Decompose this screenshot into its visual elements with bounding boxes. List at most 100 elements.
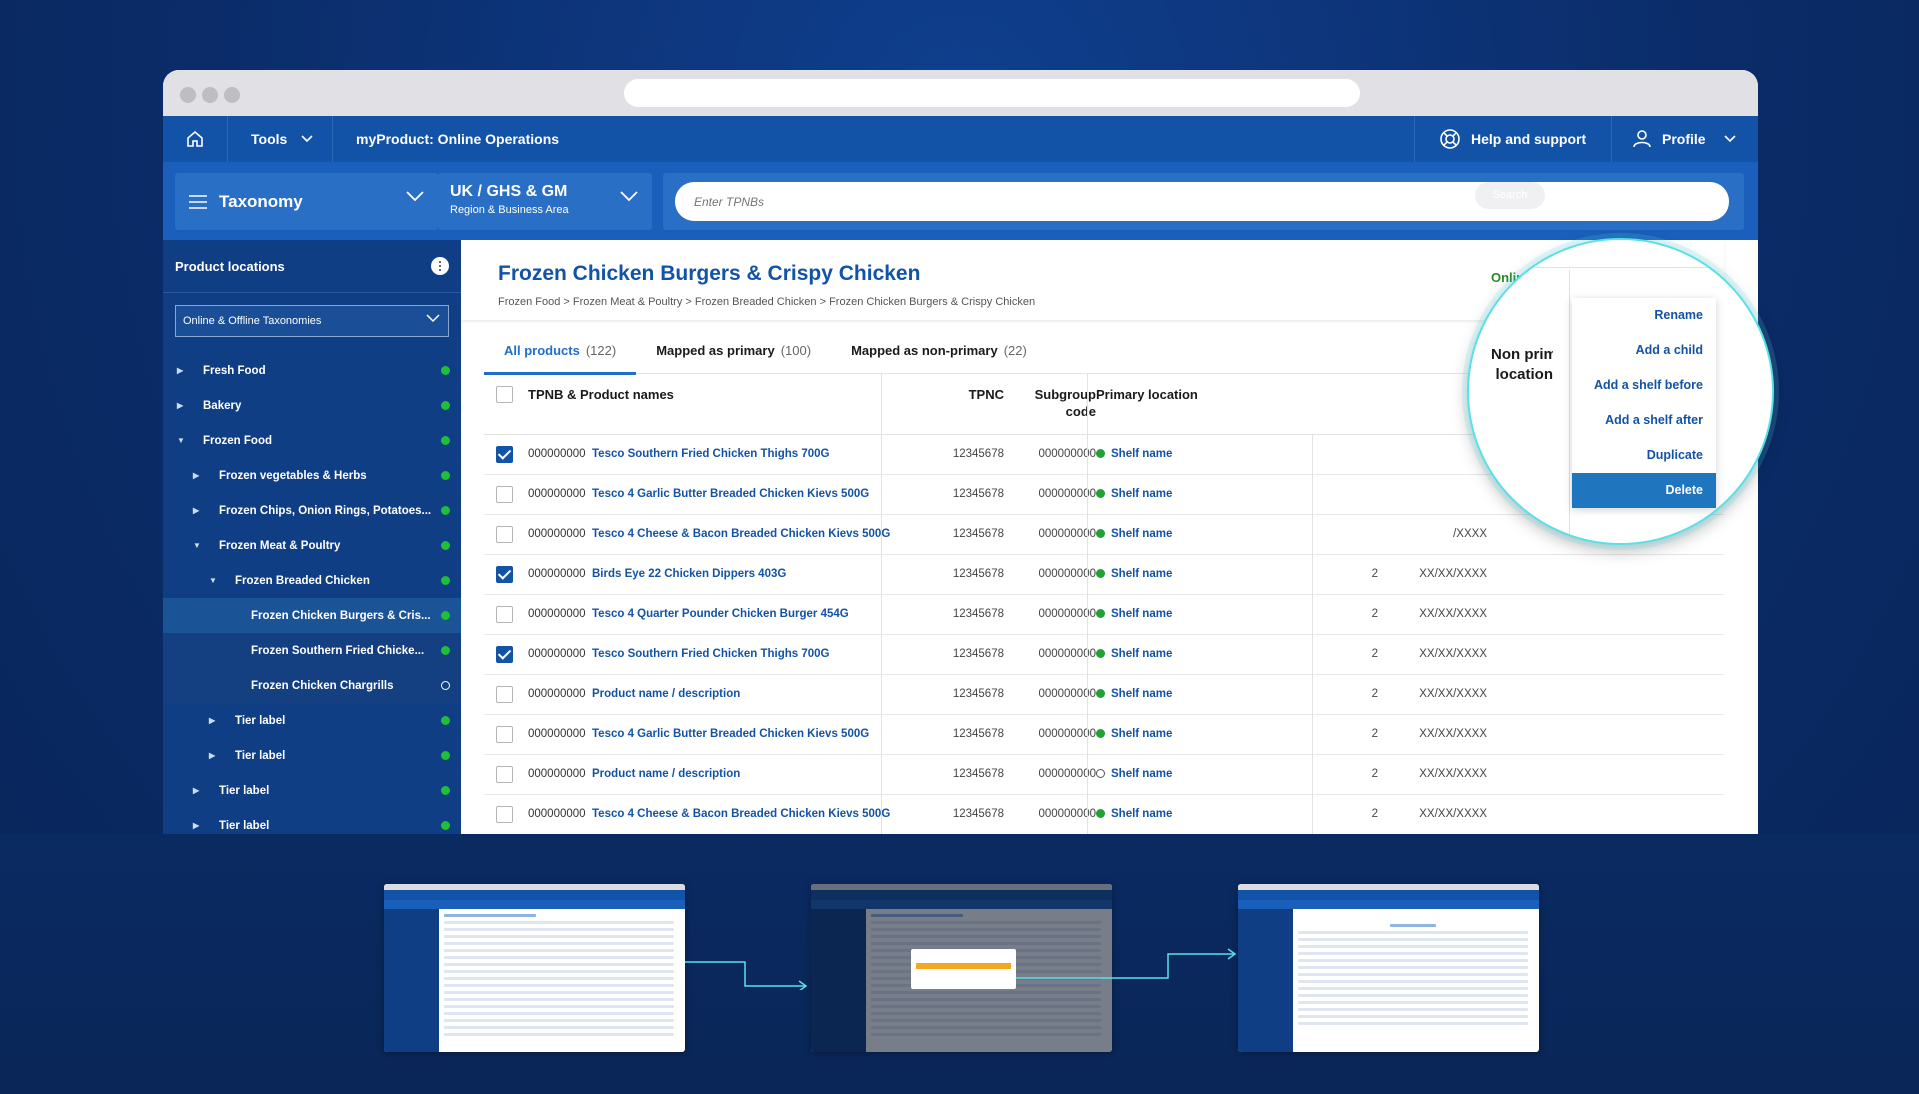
tab-label: All products: [504, 342, 580, 358]
primary-location-link[interactable]: Shelf name: [1096, 568, 1172, 580]
row-checkbox[interactable]: [496, 486, 513, 503]
table-row[interactable]: 000000000 Product name / description 12345…: [484, 755, 1724, 795]
date-cell: /XXXX: [1453, 528, 1487, 540]
tab-all-products[interactable]: All products (122): [484, 326, 637, 375]
product-name-link[interactable]: Product name / description: [592, 688, 741, 700]
row-checkbox[interactable]: [496, 766, 513, 783]
product-name-link[interactable]: Tesco Southern Fried Chicken Thighs 700G: [592, 648, 830, 660]
sidebar-item[interactable]: Frozen Chicken Chargrills: [163, 668, 461, 703]
sidebar-item[interactable]: ▶ Tier label: [163, 773, 461, 808]
header-non-primary: Non primar: [1491, 346, 1553, 363]
thumb-warning-bar: [916, 963, 1011, 969]
menu-item-rename[interactable]: Rename: [1654, 308, 1703, 322]
caret-right-icon[interactable]: ▶: [209, 716, 216, 725]
profile-menu[interactable]: Profile: [1612, 116, 1758, 162]
primary-location-link[interactable]: Shelf name: [1096, 528, 1172, 540]
table-row[interactable]: 000000000 Tesco 4 Quarter Pounder Chicken…: [484, 595, 1724, 635]
row-checkbox[interactable]: [496, 806, 513, 823]
window-close-dot[interactable]: [180, 87, 196, 103]
thumb-subbar: [811, 900, 1112, 909]
sidebar-item[interactable]: Frozen Chicken Burgers & Cris...: [163, 598, 461, 633]
table-row[interactable]: 000000000 Tesco 4 Cheese & Bacon Breaded …: [484, 795, 1724, 834]
product-name-link[interactable]: Tesco 4 Cheese & Bacon Breaded Chicken K…: [592, 808, 891, 820]
more-options-icon[interactable]: [431, 257, 449, 275]
tpnb-search-input[interactable]: [675, 182, 1547, 221]
address-bar[interactable]: [624, 79, 1360, 107]
search-button[interactable]: Search: [1475, 182, 1545, 209]
table-row[interactable]: 000000000 Tesco Southern Fried Chicken Th…: [484, 635, 1724, 675]
caret-right-icon[interactable]: ▶: [177, 366, 184, 375]
subgroup-cell: 000000000: [1038, 488, 1096, 500]
help-support-link[interactable]: Help and support: [1414, 116, 1612, 162]
tools-menu[interactable]: Tools: [228, 116, 333, 162]
caret-right-icon[interactable]: ▶: [193, 786, 200, 795]
tab-mapped-as-non-primary[interactable]: Mapped as non-primary (22): [831, 326, 1047, 374]
caret-right-icon[interactable]: ▶: [193, 506, 200, 515]
caret-right-icon[interactable]: ▶: [193, 821, 200, 830]
row-checkbox[interactable]: [496, 526, 513, 543]
sidebar-item[interactable]: ▼ Frozen Meat & Poultry: [163, 528, 461, 563]
primary-location-link[interactable]: Shelf name: [1096, 728, 1172, 740]
table-row[interactable]: 000000000 Product name / description 12345…: [484, 675, 1724, 715]
home-button[interactable]: [163, 116, 228, 162]
sidebar-item[interactable]: ▶ Frozen Chips, Onion Rings, Potatoes...: [163, 493, 461, 528]
thumb-line: [444, 942, 674, 945]
product-name-link[interactable]: Tesco Southern Fried Chicken Thighs 700G: [592, 448, 830, 460]
window-maximize-dot[interactable]: [224, 87, 240, 103]
top-navigation: Tools myProduct: Online Operations Help …: [163, 116, 1758, 162]
region-dropdown[interactable]: UK / GHS & GM Region & Business Area: [438, 173, 652, 230]
row-checkbox[interactable]: [496, 646, 513, 663]
product-name-link[interactable]: Product name / description: [592, 768, 741, 780]
table-row[interactable]: 000000000 Tesco 4 Cheese & Bacon Breaded …: [484, 515, 1724, 555]
row-checkbox[interactable]: [496, 446, 513, 463]
menu-item-delete[interactable]: Delete: [1572, 473, 1716, 508]
row-checkbox[interactable]: [496, 686, 513, 703]
thumb-line: [871, 991, 1101, 994]
menu-item-add-a-shelf-before[interactable]: Add a shelf before: [1593, 378, 1703, 392]
table-row[interactable]: 000000000 Tesco 4 Garlic Butter Breaded C…: [484, 715, 1724, 755]
primary-location-link[interactable]: Shelf name: [1096, 448, 1172, 460]
sidebar-item[interactable]: ▶ Tier label: [163, 738, 461, 773]
row-checkbox[interactable]: [496, 726, 513, 743]
subgroup-cell: 000000000: [1038, 728, 1096, 740]
sidebar-item[interactable]: ▼ Frozen Food: [163, 423, 461, 458]
primary-location-link[interactable]: Shelf name: [1096, 648, 1172, 660]
primary-location-link[interactable]: Shelf name: [1096, 608, 1172, 620]
select-all-checkbox[interactable]: [496, 386, 513, 403]
primary-location-link[interactable]: Shelf name: [1096, 808, 1172, 820]
product-name-link[interactable]: Birds Eye 22 Chicken Dippers 403G: [592, 568, 787, 580]
product-name-link[interactable]: Tesco 4 Quarter Pounder Chicken Burger 4…: [592, 608, 849, 620]
menu-item-add-a-shelf-after[interactable]: Add a shelf after: [1605, 413, 1703, 427]
caret-right-icon[interactable]: ▶: [193, 471, 200, 480]
product-name-link[interactable]: Tesco 4 Cheese & Bacon Breaded Chicken K…: [592, 528, 891, 540]
product-name-link[interactable]: Tesco 4 Garlic Butter Breaded Chicken Ki…: [592, 488, 870, 500]
sidebar-item[interactable]: ▶ Bakery: [163, 388, 461, 423]
sidebar-item[interactable]: ▶ Frozen vegetables & Herbs: [163, 458, 461, 493]
primary-location-link[interactable]: Shelf name: [1096, 688, 1172, 700]
row-checkbox[interactable]: [496, 566, 513, 583]
taxonomy-dropdown[interactable]: Taxonomy: [175, 173, 438, 230]
table-row[interactable]: 000000000 Tesco 4 Garlic Butter Breaded C…: [484, 475, 1724, 515]
tab-mapped-as-primary[interactable]: Mapped as primary (100): [636, 326, 831, 374]
sidebar-item[interactable]: Frozen Southern Fried Chicke...: [163, 633, 461, 668]
menu-item-add-a-child[interactable]: Add a child: [1635, 343, 1703, 357]
table-row[interactable]: 000000000 Tesco Southern Fried Chicken Th…: [484, 435, 1724, 475]
table-row[interactable]: 000000000 Birds Eye 22 Chicken Dippers 40…: [484, 555, 1724, 595]
row-checkbox[interactable]: [496, 606, 513, 623]
product-name-link[interactable]: Tesco 4 Garlic Butter Breaded Chicken Ki…: [592, 728, 870, 740]
primary-location-link[interactable]: Shelf name: [1096, 768, 1172, 780]
sidebar-item[interactable]: ▶ Fresh Food: [163, 353, 461, 388]
caret-down-icon[interactable]: ▼: [177, 436, 185, 445]
sidebar-item[interactable]: ▶ Tier label: [163, 703, 461, 738]
caret-right-icon[interactable]: ▶: [209, 751, 216, 760]
menu-item-duplicate[interactable]: Duplicate: [1646, 448, 1703, 462]
taxonomy-filter-dropdown[interactable]: Online & Offline Taxonomies: [175, 305, 449, 337]
column-divider: [1087, 795, 1088, 834]
window-minimize-dot[interactable]: [202, 87, 218, 103]
caret-right-icon[interactable]: ▶: [177, 401, 184, 410]
sidebar-item[interactable]: ▼ Frozen Breaded Chicken: [163, 563, 461, 598]
primary-location-link[interactable]: Shelf name: [1096, 488, 1172, 500]
sidebar-item[interactable]: ▶ Tier label: [163, 808, 461, 834]
caret-down-icon[interactable]: ▼: [193, 541, 201, 550]
caret-down-icon[interactable]: ▼: [209, 576, 217, 585]
